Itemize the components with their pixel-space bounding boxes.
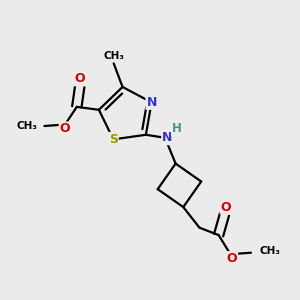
Text: CH₃: CH₃ xyxy=(259,246,280,256)
Text: O: O xyxy=(226,252,237,265)
Text: O: O xyxy=(74,72,85,86)
Text: N: N xyxy=(162,131,172,144)
Text: S: S xyxy=(109,133,118,146)
Text: CH₃: CH₃ xyxy=(16,121,37,131)
Text: O: O xyxy=(221,201,231,214)
Text: H: H xyxy=(172,122,182,135)
Text: CH₃: CH₃ xyxy=(103,51,124,61)
Text: O: O xyxy=(60,122,70,135)
Text: N: N xyxy=(146,96,157,109)
